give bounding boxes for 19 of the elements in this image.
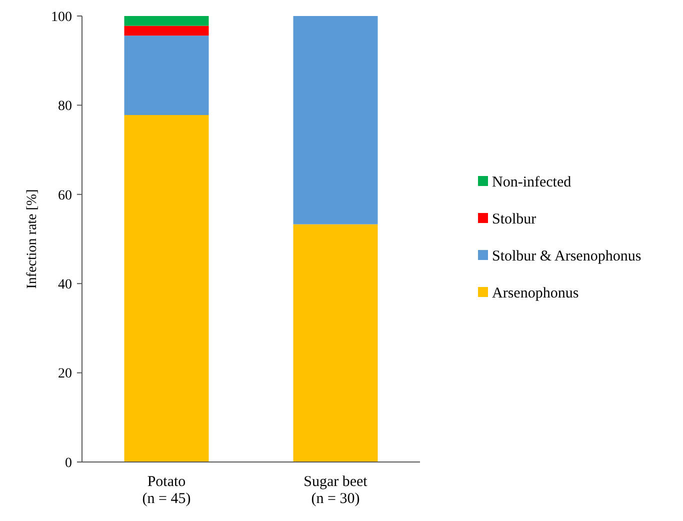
- legend-label: Non-infected: [492, 174, 572, 190]
- y-tick-label: 0: [65, 456, 72, 471]
- legend-label: Arsenophonus: [492, 285, 579, 302]
- legend-label: Stolbur & Arsenophonus: [492, 248, 642, 264]
- y-tick-label: 80: [58, 99, 72, 114]
- bar: [124, 26, 209, 36]
- x-tick-label: Potato (n = 45): [142, 474, 191, 507]
- x-tick-label: Sugar beet (n = 30): [304, 474, 368, 507]
- y-tick-label: 20: [58, 366, 72, 382]
- y-tick-label: 60: [58, 188, 72, 204]
- bar: [124, 16, 209, 26]
- y-tick-label: 40: [58, 278, 72, 292]
- bar: [124, 36, 209, 116]
- legend-label: Stolbur: [492, 211, 536, 228]
- bar: [293, 224, 378, 462]
- bar: [124, 115, 209, 462]
- y-axis-title: Infection rate [%]: [25, 189, 40, 289]
- y-tick-label: 100: [51, 10, 72, 25]
- bar: [293, 16, 378, 224]
